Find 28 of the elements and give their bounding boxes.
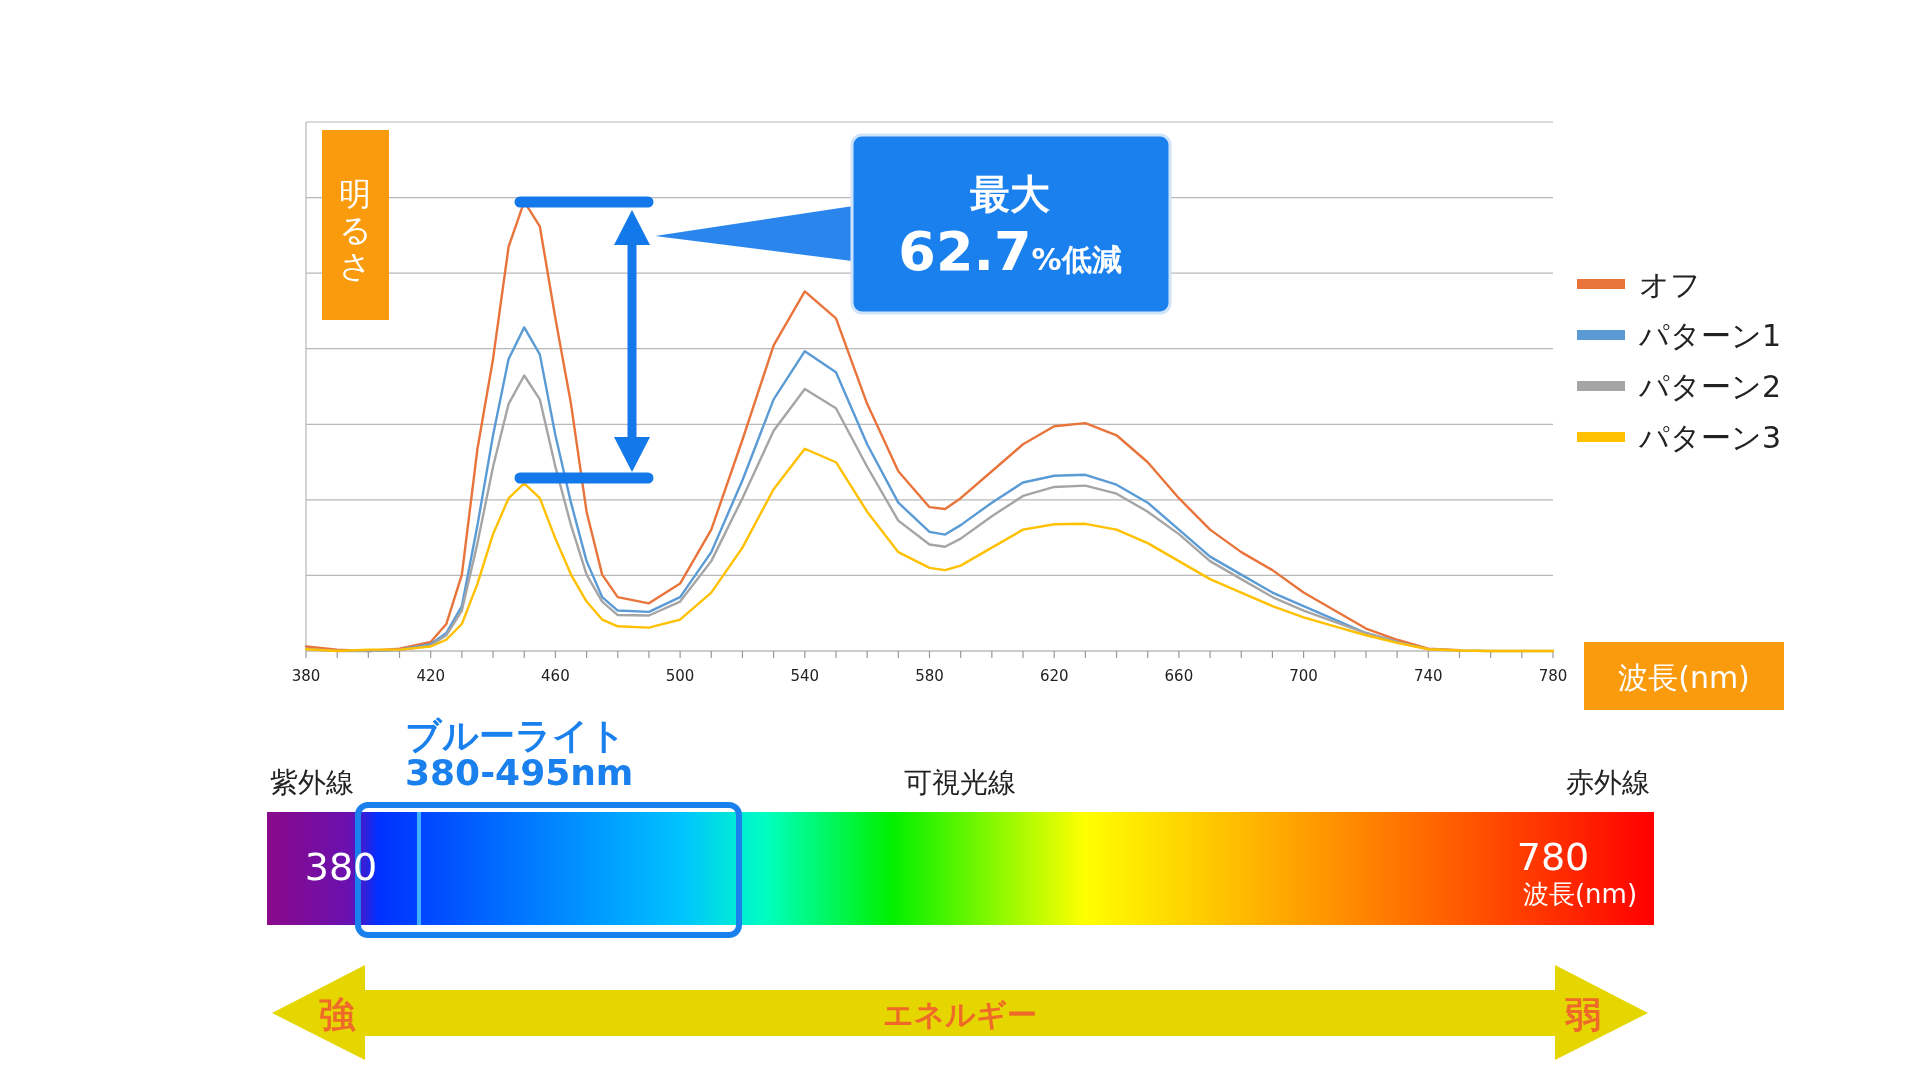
x-tick-label: 580 <box>915 667 944 685</box>
legend-label: パターン3 <box>1638 420 1782 455</box>
text: ブルーライト 380-495nm <box>405 715 634 793</box>
x-tick-label: 620 <box>1039 667 1069 685</box>
x-tick-label: 500 <box>665 667 695 685</box>
annotation: 最大 62.7%低減 <box>898 171 1122 283</box>
text: 380 <box>304 845 378 889</box>
text: 波長(nm) <box>1522 879 1638 909</box>
x-tick-label: 460 <box>541 667 570 685</box>
legend-label: オフ <box>1639 267 1701 302</box>
x-tick-label: 540 <box>790 667 820 685</box>
x-tick-label: 740 <box>1413 667 1443 685</box>
x-tick-label: 420 <box>416 667 446 685</box>
legend-label: パターン1 <box>1638 318 1782 353</box>
text: 780 <box>1516 835 1590 879</box>
text: 弱 <box>1564 994 1601 1035</box>
x-tick-label: 700 <box>1289 667 1318 685</box>
text: 可視光線 <box>904 766 1016 799</box>
text: 紫外線 <box>270 766 354 799</box>
x-tick-label: 660 <box>1164 667 1194 685</box>
x-tick-label: 780 <box>1538 667 1568 685</box>
text: 強 <box>319 994 356 1035</box>
text: 赤外線 <box>1566 766 1650 799</box>
text: エネルギー <box>883 997 1037 1032</box>
y-axis-title: 明るさ <box>338 175 372 285</box>
x-axis-title: 波長(nm) <box>1618 660 1750 695</box>
legend-label: パターン2 <box>1638 369 1782 404</box>
x-tick-label: 380 <box>291 667 321 685</box>
